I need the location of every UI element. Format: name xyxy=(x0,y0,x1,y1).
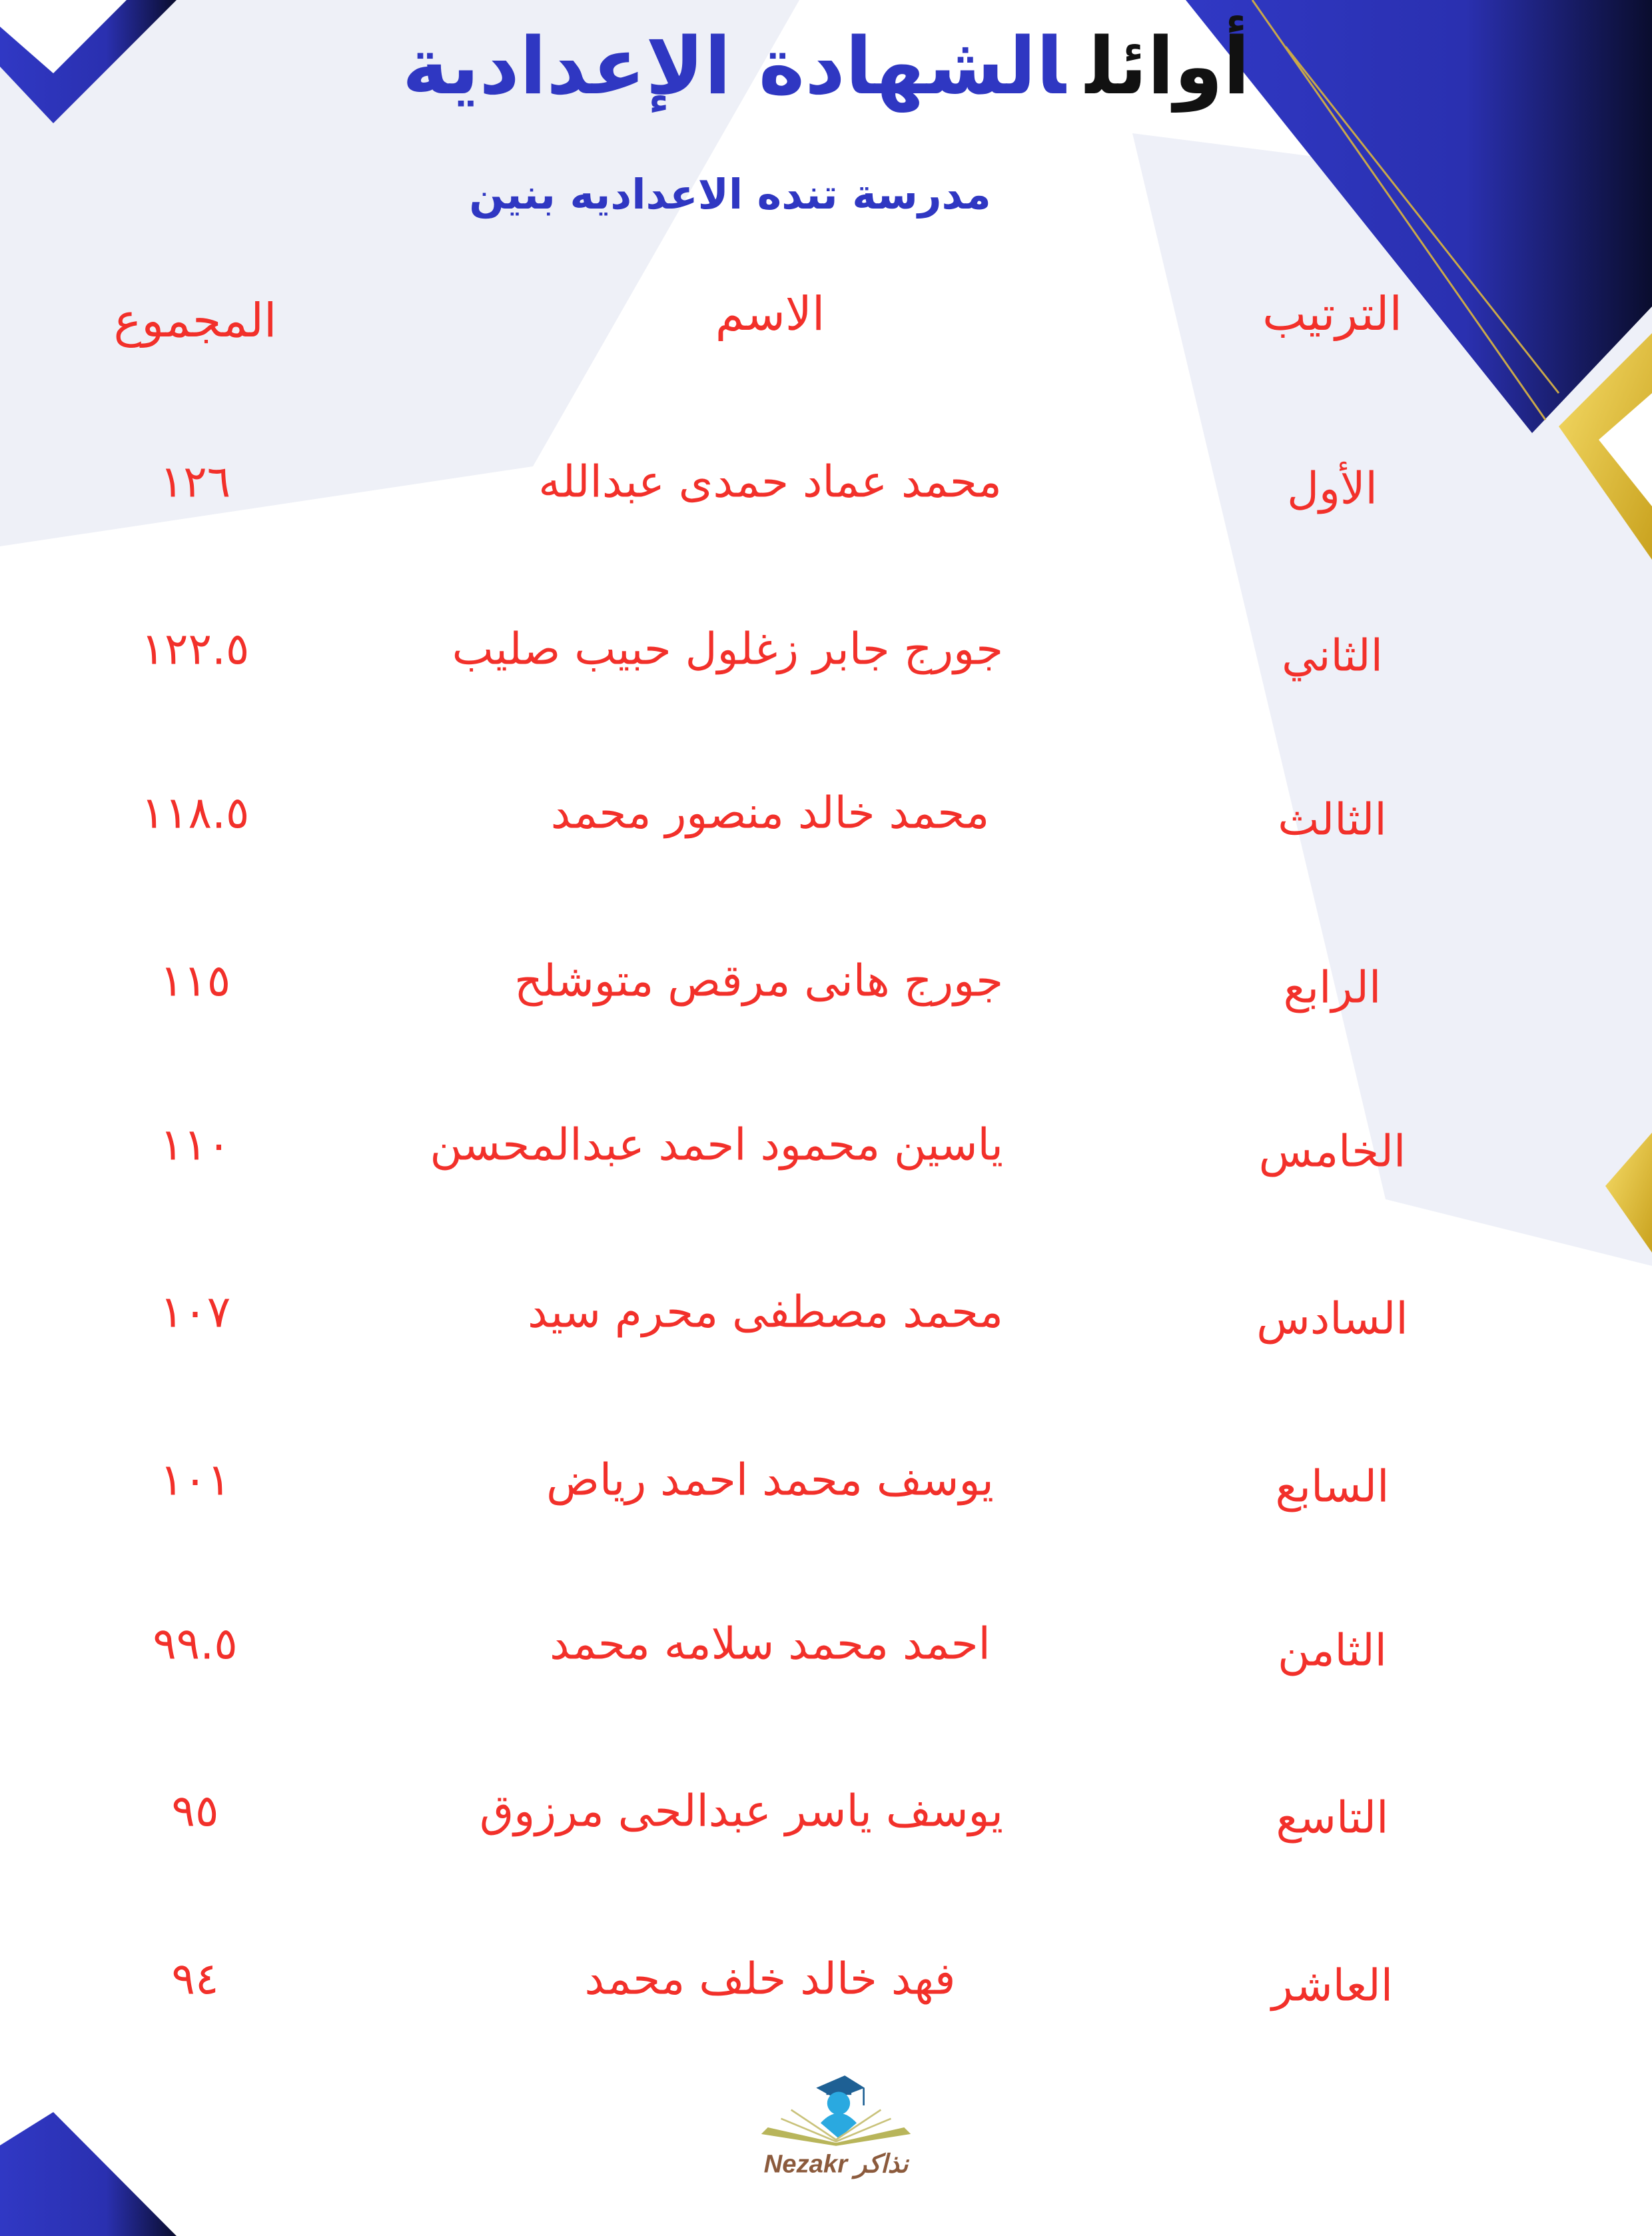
name-cell: محمد خالد منصور محمد xyxy=(550,787,990,839)
total-cell: ٩٤ xyxy=(171,1953,219,2005)
rank-cell: الثالث xyxy=(1278,794,1387,845)
name-cell: فهد خالد خلف محمد xyxy=(584,1953,956,2005)
column-header-rank: الترتيب xyxy=(1262,286,1402,341)
svg-text:Nezakr نذاكر: Nezakr نذاكر xyxy=(764,2149,910,2179)
rank-cell: الخامس xyxy=(1258,1125,1406,1177)
total-cell: ١٠٧ xyxy=(159,1286,231,1338)
name-cell: محمد عماد حمدى عبدالله xyxy=(538,456,1002,508)
name-cell: ياسين محمود احمد عبدالمحسن xyxy=(430,1119,1003,1171)
name-cell: جورج جابر زغلول حبيب صليب xyxy=(452,623,1003,675)
name-cell: جورج هانى مرقص متوشلح xyxy=(514,955,1003,1007)
rank-cell: الثامن xyxy=(1277,1624,1388,1676)
rank-cell: السادس xyxy=(1256,1293,1408,1345)
school-name: مدرسة تنده الاعداديه بنين xyxy=(469,170,991,219)
rank-cell: السابع xyxy=(1275,1460,1390,1512)
rank-cell: الأول xyxy=(1287,462,1378,514)
total-cell: ٩٩.٥ xyxy=(153,1618,238,1670)
name-cell: يوسف محمد احمد رياض xyxy=(546,1454,994,1506)
total-cell: ٩٥ xyxy=(171,1785,219,1837)
total-cell: ١١٨.٥ xyxy=(141,787,250,839)
column-header-name: الاسم xyxy=(715,286,825,341)
total-cell: ١١٠ xyxy=(159,1119,231,1171)
rank-cell: الثاني xyxy=(1282,630,1383,682)
total-cell: ١١٥ xyxy=(159,955,231,1007)
name-cell: محمد مصطفى محرم سيد xyxy=(528,1286,1003,1338)
title-part-1: أوائل xyxy=(1085,20,1250,112)
rank-cell: التاسع xyxy=(1276,1792,1389,1844)
name-cell: احمد محمد سلامه محمد xyxy=(550,1618,991,1670)
total-cell: ١٠١ xyxy=(159,1454,231,1506)
total-cell: ١٢٢.٥ xyxy=(141,623,250,675)
rank-cell: العاشر xyxy=(1271,1959,1394,2011)
title-part-2: الشهادة الإعدادية xyxy=(402,20,1066,112)
nezakr-logo: Nezakr نذاكر xyxy=(761,2075,911,2179)
column-header-total: المجموع xyxy=(113,293,277,348)
name-cell: يوسف ياسر عبدالحى مرزوق xyxy=(480,1785,1003,1837)
rank-cell: الرابع xyxy=(1283,961,1382,1013)
total-cell: ١٢٦ xyxy=(159,456,231,508)
page-title: أوائلالشهادة الإعدادية xyxy=(0,20,1652,112)
